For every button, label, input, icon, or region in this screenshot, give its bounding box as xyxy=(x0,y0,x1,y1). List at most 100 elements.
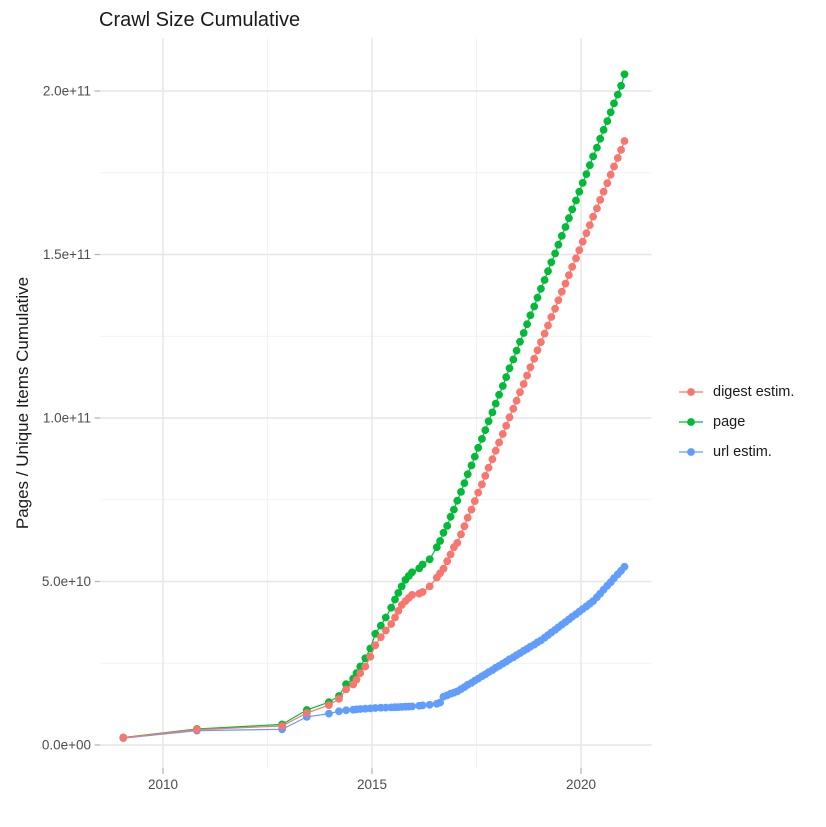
data-point xyxy=(568,263,577,271)
data-point xyxy=(432,543,441,552)
data-point xyxy=(443,522,452,530)
data-point xyxy=(453,539,462,547)
chart-title: Crawl Size Cumulative xyxy=(99,9,301,31)
data-point xyxy=(551,304,559,313)
data-point xyxy=(408,568,416,577)
data-point xyxy=(325,701,333,709)
x-tick-label: 2010 xyxy=(148,777,178,792)
data-point xyxy=(391,595,399,604)
legend-key-point-line-icon xyxy=(679,418,703,426)
x-tick-label: 2015 xyxy=(357,777,387,792)
data-point xyxy=(478,480,486,489)
data-point xyxy=(457,530,465,539)
legend-label: digest estim. xyxy=(713,384,795,400)
data-point xyxy=(488,408,497,417)
data-point xyxy=(478,435,486,443)
data-point xyxy=(436,698,444,707)
data-point xyxy=(436,537,444,545)
data-point xyxy=(460,522,469,531)
data-point xyxy=(620,562,629,571)
data-point xyxy=(342,685,350,694)
data-point xyxy=(589,212,597,221)
data-point xyxy=(557,287,566,296)
data-point xyxy=(551,249,559,258)
data-point xyxy=(610,162,618,171)
data-point xyxy=(381,613,390,622)
data-point xyxy=(537,338,545,346)
data-point xyxy=(578,237,587,246)
y-tick-label: 0.0e+00 xyxy=(42,738,91,753)
data-point xyxy=(446,550,455,559)
data-point xyxy=(572,196,580,205)
data-point xyxy=(613,90,622,99)
data-point xyxy=(408,591,416,599)
data-point xyxy=(593,143,601,152)
data-point xyxy=(606,170,615,179)
data-point xyxy=(509,355,518,364)
data-point xyxy=(620,137,629,145)
data-point xyxy=(606,108,615,117)
data-point xyxy=(516,337,524,346)
data-point xyxy=(495,390,503,399)
data-point xyxy=(439,564,448,573)
data-point xyxy=(512,396,521,405)
data-point xyxy=(617,81,625,90)
data-point xyxy=(491,399,500,408)
data-point xyxy=(387,620,396,628)
data-point xyxy=(530,302,539,311)
data-point xyxy=(463,513,472,522)
data-point xyxy=(425,582,434,591)
data-point xyxy=(530,354,539,363)
data-point xyxy=(540,276,549,284)
data-point xyxy=(554,296,563,305)
data-point xyxy=(613,154,622,162)
data-point xyxy=(425,700,434,709)
data-point xyxy=(474,488,483,497)
data-point xyxy=(467,505,476,514)
data-point xyxy=(361,662,370,671)
data-point xyxy=(537,284,545,293)
data-point xyxy=(418,588,427,596)
data-point xyxy=(408,702,416,711)
data-point xyxy=(603,179,612,188)
data-point xyxy=(342,706,350,715)
data-point xyxy=(418,701,427,710)
data-point xyxy=(381,626,390,635)
data-point xyxy=(502,373,511,381)
data-point xyxy=(335,695,343,703)
data-point xyxy=(596,134,605,143)
data-point xyxy=(391,613,399,622)
data-point xyxy=(278,722,286,730)
data-point xyxy=(457,488,465,496)
data-point xyxy=(119,733,128,742)
data-point xyxy=(565,214,573,223)
data-point xyxy=(575,187,584,196)
data-point xyxy=(572,254,580,263)
series-line-url-estim- xyxy=(123,566,625,739)
y-tick-label: 5.0e+10 xyxy=(42,574,91,589)
data-point xyxy=(470,452,479,461)
legend-key-point-line-icon xyxy=(679,388,703,396)
data-point xyxy=(523,320,531,329)
data-point xyxy=(561,223,570,231)
data-point xyxy=(376,621,385,630)
data-point xyxy=(585,221,594,230)
data-point xyxy=(620,70,629,79)
data-point xyxy=(610,99,618,108)
data-point xyxy=(599,187,608,196)
data-point xyxy=(561,279,570,288)
data-point xyxy=(394,607,403,615)
data-point xyxy=(418,560,427,569)
data-point xyxy=(484,463,493,472)
data-point xyxy=(557,232,566,240)
data-point xyxy=(484,417,493,426)
data-point xyxy=(366,652,375,661)
data-point xyxy=(575,246,584,255)
legend-label: url estim. xyxy=(713,444,772,460)
legend: digest estim. page url estim. xyxy=(678,377,794,467)
data-point xyxy=(603,117,612,125)
data-point xyxy=(463,470,472,479)
data-point xyxy=(335,707,343,716)
data-point xyxy=(376,633,385,641)
data-point xyxy=(474,443,483,452)
